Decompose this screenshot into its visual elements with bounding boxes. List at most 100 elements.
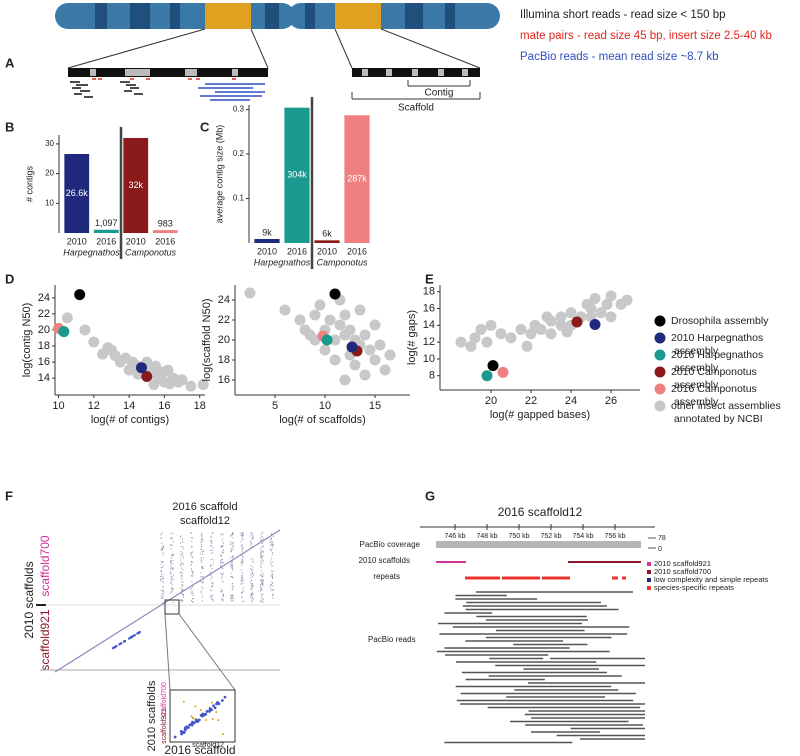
dot xyxy=(190,532,192,534)
y-tick-label: 16 xyxy=(38,356,50,368)
dot xyxy=(231,566,233,568)
dot xyxy=(272,547,274,549)
dot xyxy=(172,554,174,556)
dot xyxy=(210,597,212,599)
gap xyxy=(462,69,468,76)
dot xyxy=(220,577,222,579)
dot xyxy=(260,590,262,592)
dot xyxy=(221,534,223,536)
y-tick-label: 24 xyxy=(38,292,50,304)
dot xyxy=(170,565,172,567)
legend-text: species-specific repeats xyxy=(654,583,734,592)
dot xyxy=(250,587,252,589)
dot xyxy=(252,534,254,536)
dot xyxy=(200,548,202,550)
dot xyxy=(260,563,262,565)
y-tick-label: 0.1 xyxy=(233,194,245,203)
dot xyxy=(221,597,223,599)
dot xyxy=(172,554,174,556)
dot xyxy=(270,550,272,552)
dot xyxy=(210,594,212,596)
x-tick-label: 2016 xyxy=(155,236,175,246)
dot xyxy=(230,561,232,563)
dot xyxy=(250,594,252,596)
value-label: 26.6k xyxy=(66,188,89,198)
dot xyxy=(230,600,232,602)
inset-label: scaffold12 xyxy=(192,742,224,749)
point xyxy=(487,360,499,372)
dot xyxy=(181,562,183,564)
point xyxy=(197,379,209,391)
dot xyxy=(251,594,253,596)
dot xyxy=(170,537,172,539)
point xyxy=(346,341,358,353)
dot xyxy=(180,599,182,601)
point xyxy=(521,340,533,352)
dot xyxy=(190,564,192,566)
dot xyxy=(222,550,224,552)
point xyxy=(561,326,573,338)
y-tick-label: 22 xyxy=(218,314,230,326)
point xyxy=(525,328,537,340)
dot xyxy=(261,597,263,599)
point xyxy=(481,336,493,348)
dot xyxy=(180,591,182,593)
dot xyxy=(200,580,202,582)
dot xyxy=(231,565,233,567)
y-tick-label: 0.3 xyxy=(233,105,245,114)
dot xyxy=(172,578,174,580)
band xyxy=(405,3,423,29)
band xyxy=(130,3,150,29)
dot xyxy=(251,587,253,589)
dot xyxy=(251,598,253,600)
legend-text: 2010 Harpegnathos assembly xyxy=(671,332,763,357)
dot xyxy=(252,596,254,598)
dot xyxy=(231,584,233,586)
y-tick-label: 22 xyxy=(38,308,50,320)
dot xyxy=(180,559,182,561)
x-tick-label: 12 xyxy=(88,400,100,412)
point xyxy=(349,359,361,371)
dot xyxy=(240,535,242,537)
row-label: PacBio reads xyxy=(368,635,416,644)
dot xyxy=(188,723,192,727)
point xyxy=(384,349,396,361)
dot xyxy=(271,581,273,583)
dot xyxy=(272,534,274,536)
dot xyxy=(241,558,243,560)
dot xyxy=(161,589,163,591)
dot xyxy=(182,584,184,586)
dot xyxy=(182,541,184,543)
dot xyxy=(212,582,214,584)
gap xyxy=(125,69,150,76)
dot xyxy=(241,576,243,578)
legend-marker xyxy=(654,332,666,344)
dot xyxy=(241,544,243,546)
dot xyxy=(250,574,252,576)
dot xyxy=(242,562,244,564)
dot xyxy=(181,572,183,574)
legend-marker xyxy=(654,400,666,412)
dot xyxy=(212,532,214,534)
dot xyxy=(162,586,164,588)
point xyxy=(135,362,147,374)
point xyxy=(339,374,351,386)
x-tick-label: 22 xyxy=(525,395,537,407)
y-axis-label: average contig size (Mb) xyxy=(214,125,224,224)
dot xyxy=(210,571,212,573)
dot xyxy=(170,560,172,562)
dot xyxy=(262,551,264,553)
dot xyxy=(271,573,273,575)
point xyxy=(148,379,160,391)
dot xyxy=(222,576,224,578)
dot xyxy=(242,601,244,603)
y-tick-label: 16 xyxy=(423,302,435,314)
dot xyxy=(221,566,223,568)
point xyxy=(344,324,356,336)
dot xyxy=(162,577,164,579)
dot xyxy=(172,560,174,562)
dot xyxy=(272,594,274,596)
dot xyxy=(211,599,213,601)
y-tick-label: 8 xyxy=(429,370,435,382)
dot xyxy=(161,566,163,568)
